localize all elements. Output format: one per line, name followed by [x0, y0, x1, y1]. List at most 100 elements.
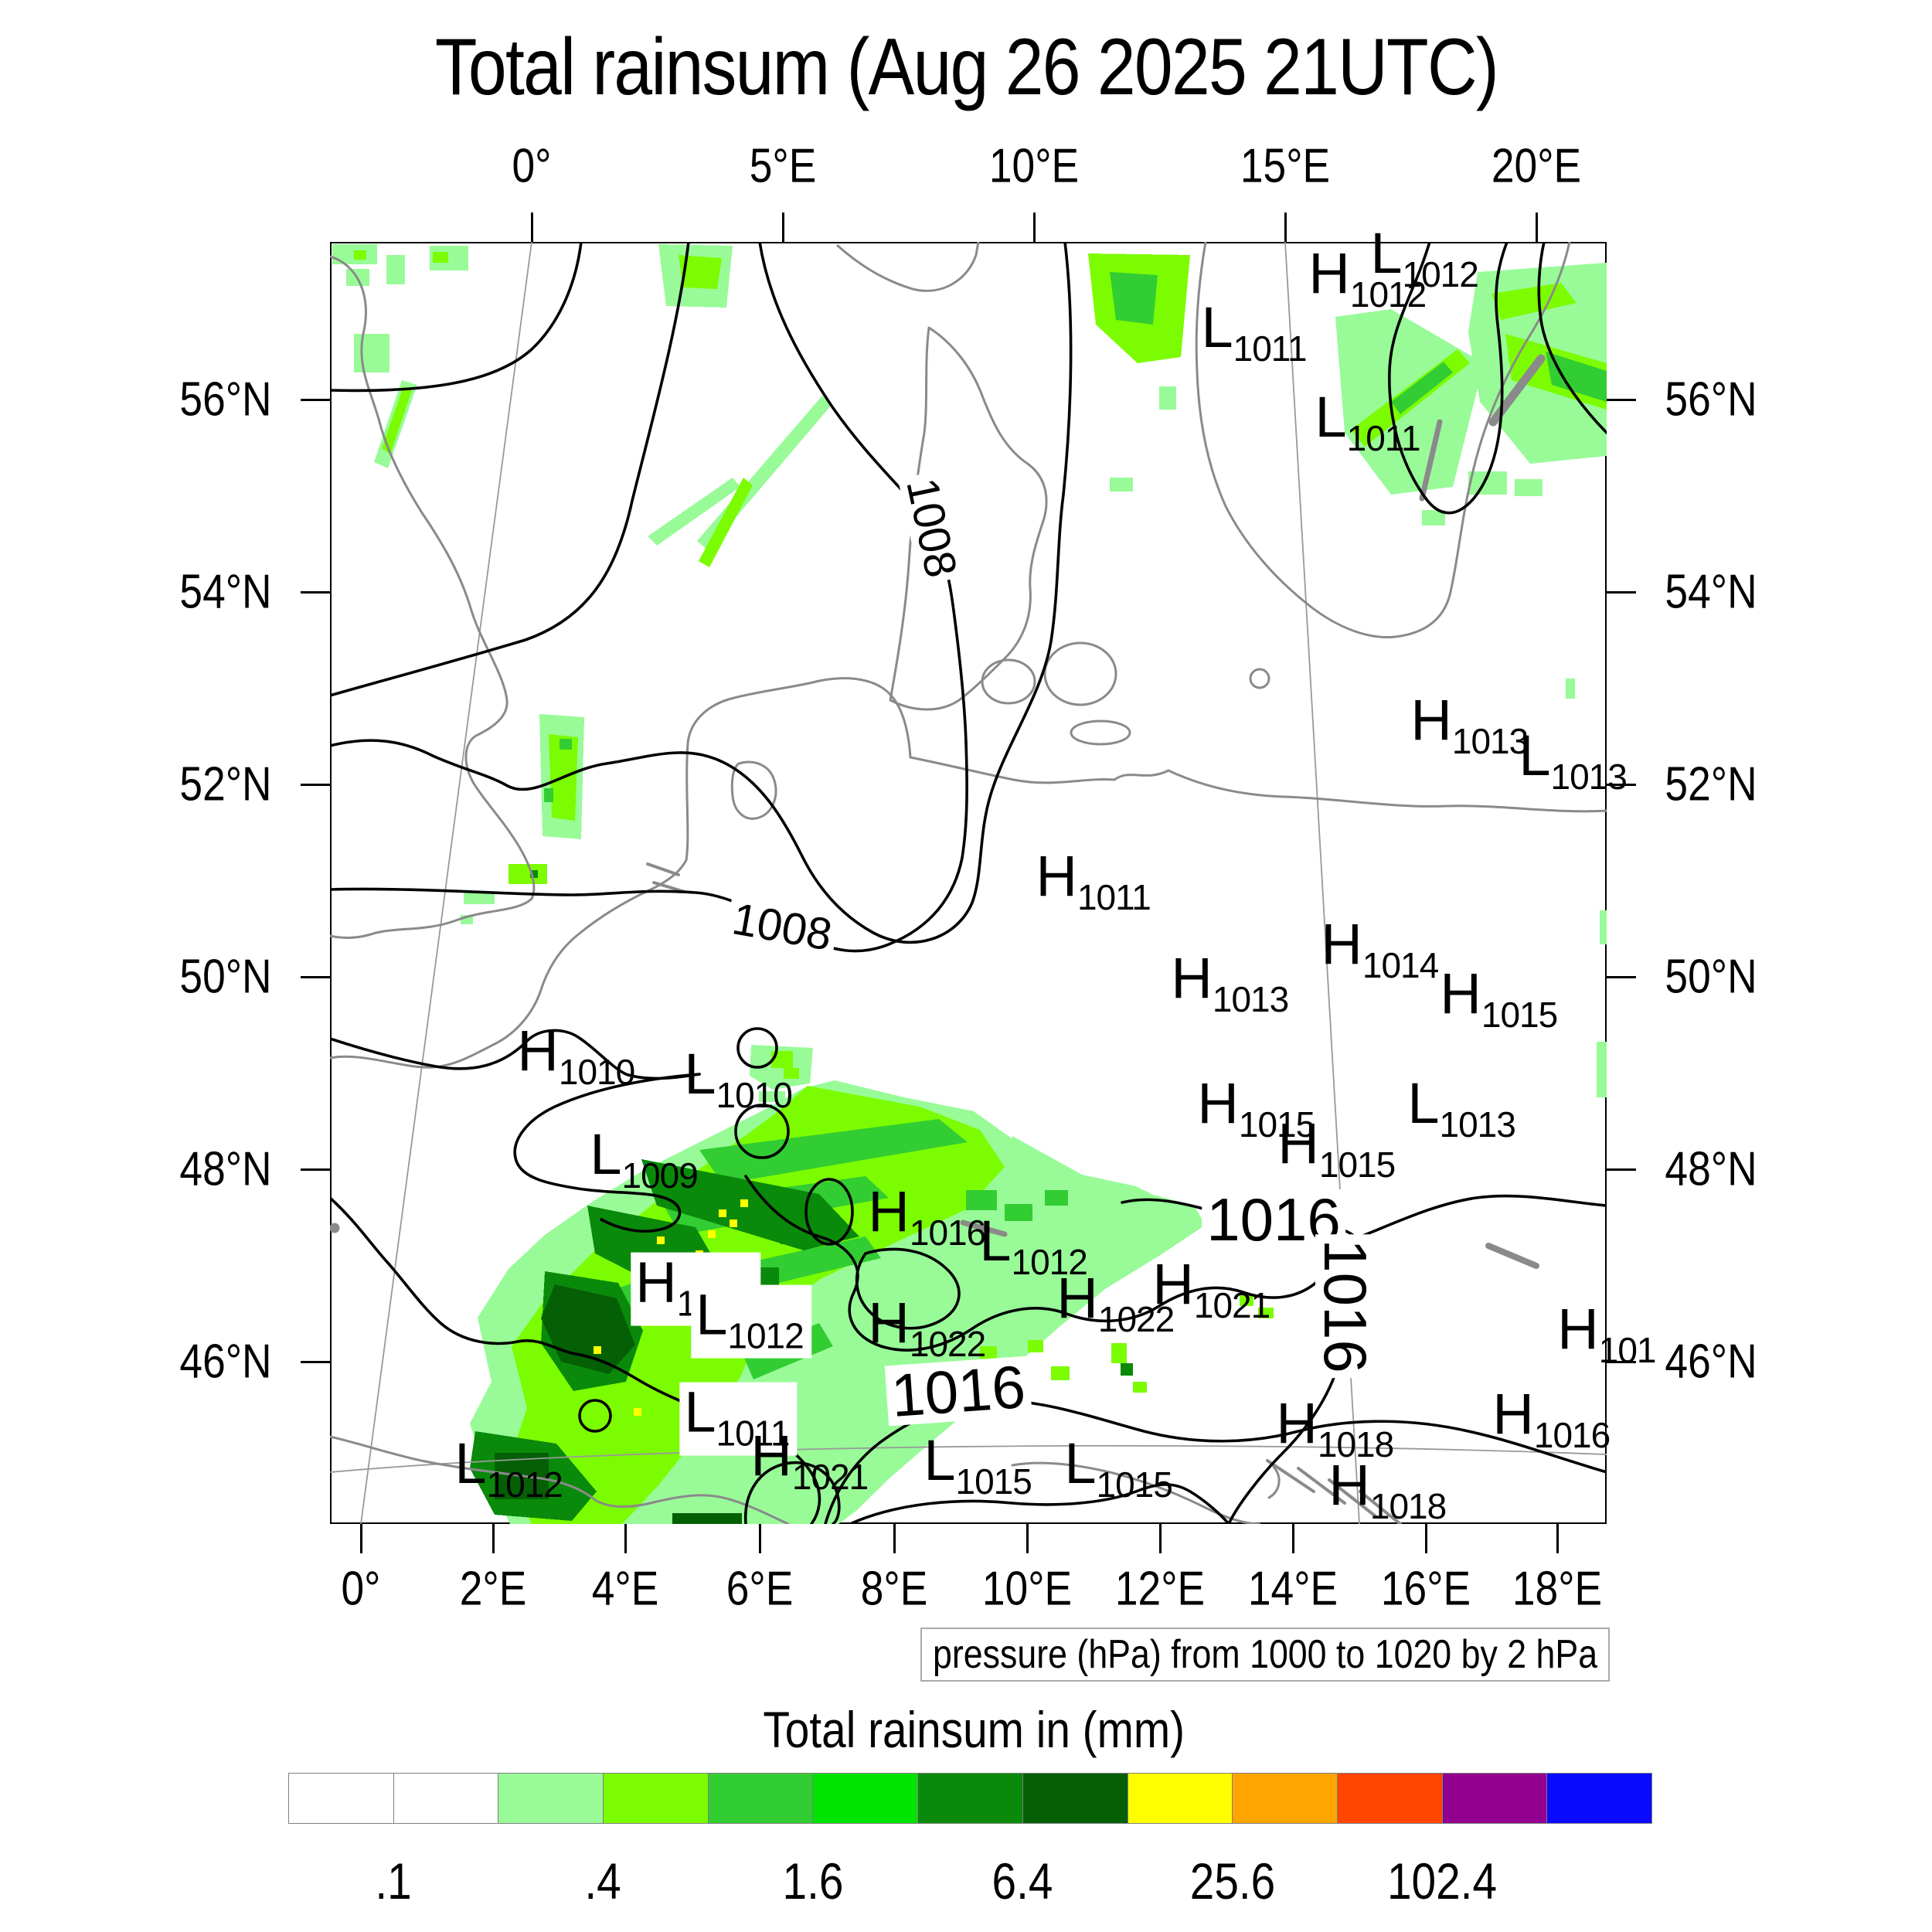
legend-color-cell-1	[393, 1774, 498, 1823]
bottom-axis-tick	[624, 1524, 627, 1553]
pressure-value: 1011	[1346, 417, 1421, 458]
pressure-value: 1013	[1439, 1104, 1516, 1145]
top-axis-label: 0°	[512, 139, 552, 193]
pressure-value: 1022	[1097, 1298, 1175, 1339]
pressure-letter: L	[696, 1282, 728, 1347]
pressure-center-h1013: H1013	[1171, 949, 1289, 1017]
legend-tick-label: 102.4	[1387, 1852, 1498, 1910]
bottom-axis-label: 6°E	[726, 1562, 794, 1616]
pressure-center-h1012: H1012	[1308, 244, 1427, 315]
contour-label-1016: 1016	[1311, 1234, 1379, 1378]
legend-color-cell-0	[289, 1774, 393, 1823]
page-title: Total rainsum (Aug 26 2025 21UTC)	[434, 22, 1499, 112]
bottom-axis-label: 18°E	[1512, 1562, 1603, 1616]
bottom-axis-label: 14°E	[1247, 1562, 1338, 1616]
pressure-center-h1011: H1011	[1036, 847, 1151, 915]
pressure-center-l1009: L1009	[590, 1125, 699, 1193]
left-axis-tick	[301, 1168, 330, 1171]
top-axis-label: 10°E	[988, 139, 1080, 193]
left-axis-tick	[301, 975, 330, 978]
pressure-letter: H	[868, 1290, 910, 1355]
pressure-center-l1012: L1012	[979, 1212, 1088, 1282]
pressure-value: 1015	[1318, 1144, 1396, 1185]
pressure-letter: H	[1410, 687, 1452, 752]
pressure-letter: H	[1492, 1381, 1534, 1446]
bottom-axis-tick	[359, 1524, 362, 1553]
pressure-center-l1013: L1013	[1407, 1074, 1516, 1145]
left-axis-tick	[301, 783, 330, 786]
right-axis-label: 50°N	[1665, 950, 1757, 1004]
pressure-letter: H	[1328, 1452, 1370, 1517]
bottom-axis-label: 0°	[341, 1562, 381, 1616]
legend-color-cell-4	[707, 1774, 813, 1823]
pressure-value: 1021	[791, 1456, 869, 1497]
pressure-letter: L	[590, 1121, 622, 1186]
pressure-center-h1022: H1022	[1056, 1269, 1175, 1339]
pressure-center-h1018: H1018	[1276, 1394, 1394, 1462]
pressure-value: 1015	[1238, 1104, 1315, 1145]
pressure-letter: H	[1440, 961, 1481, 1026]
bottom-axis-label: 8°E	[860, 1562, 928, 1616]
pressure-value: 1012	[727, 1315, 804, 1356]
top-axis-tick	[530, 213, 533, 242]
bottom-axis-label: 12°E	[1114, 1562, 1206, 1616]
pressure-letter: H	[1197, 1070, 1239, 1135]
legend-color-cell-8	[1127, 1774, 1233, 1823]
legend-color-cell-11	[1441, 1774, 1547, 1823]
pressure-center-l1011: L1011	[1201, 298, 1307, 366]
top-axis-tick	[1032, 213, 1036, 242]
pressure-center-h1015: H1015	[1277, 1114, 1396, 1185]
left-axis-label: 54°N	[179, 565, 272, 619]
legend-color-cell-5	[812, 1774, 918, 1823]
left-axis-label: 50°N	[179, 950, 272, 1004]
pressure-letter: H	[1321, 911, 1362, 976]
pressure-center-l1015: L1015	[923, 1431, 1032, 1502]
right-axis-tick	[1607, 398, 1636, 401]
pressure-center-h1016: H1016	[868, 1182, 986, 1250]
pressure-letter: H	[1276, 1390, 1318, 1455]
pressure-letter: H	[1557, 1296, 1599, 1361]
pressure-center-h1022: H1022	[868, 1290, 986, 1362]
pressure-value: 1015	[1481, 994, 1558, 1035]
pressure-letter: H	[868, 1179, 910, 1243]
right-axis-label: 48°N	[1665, 1142, 1757, 1196]
pressure-value: 1012	[1402, 253, 1479, 294]
pressure-value: 1012	[1011, 1241, 1088, 1282]
pressure-value: 1011	[716, 1413, 790, 1454]
pressure-center-h1016: H1016	[1492, 1385, 1611, 1453]
pressure-letter: H	[1277, 1111, 1319, 1175]
pressure-value: 1015	[1096, 1464, 1173, 1505]
pressure-letter: L	[684, 1041, 716, 1106]
pressure-center-h1014: H1014	[1321, 915, 1439, 983]
pressure-center-h1013: H1013	[1410, 691, 1529, 759]
pressure-letter: H	[750, 1423, 792, 1488]
pressure-letter: H	[1171, 945, 1213, 1010]
pressure-letter: L	[1064, 1430, 1097, 1495]
pressure-letter: H	[1056, 1265, 1098, 1330]
legend-colorbar	[288, 1773, 1652, 1824]
left-axis-tick	[301, 1360, 330, 1363]
right-axis-label: 46°N	[1665, 1335, 1757, 1389]
pressure-center-h1018: H1018	[1328, 1456, 1447, 1526]
left-axis-tick	[301, 398, 330, 401]
legend-color-cell-3	[603, 1774, 708, 1823]
pressure-value: 1018	[1369, 1485, 1447, 1526]
legend-color-cell-9	[1232, 1774, 1337, 1823]
pressure-center-l1013: L1013	[1519, 726, 1628, 794]
bottom-axis-tick	[1158, 1524, 1162, 1553]
pressure-letter: L	[684, 1379, 716, 1444]
right-axis-label: 54°N	[1665, 565, 1757, 619]
pressure-center-h1021: H1021	[1152, 1255, 1270, 1323]
top-axis-tick	[781, 213, 784, 242]
pressure-letter: L	[1201, 294, 1233, 359]
pressure-value: 1015	[955, 1461, 1032, 1502]
pressure-center-l1011: L1011	[1315, 388, 1421, 458]
right-axis-tick	[1607, 1360, 1636, 1363]
pressure-value: 1012	[1349, 274, 1427, 315]
right-axis-tick	[1607, 975, 1636, 978]
top-axis-label: 15°E	[1240, 139, 1331, 193]
bottom-axis-label: 2°E	[459, 1562, 527, 1616]
legend-tick-label: .4	[584, 1852, 621, 1910]
legend-title: Total rainsum in (mm)	[763, 1701, 1185, 1758]
pressure-letter: L	[1519, 723, 1551, 787]
